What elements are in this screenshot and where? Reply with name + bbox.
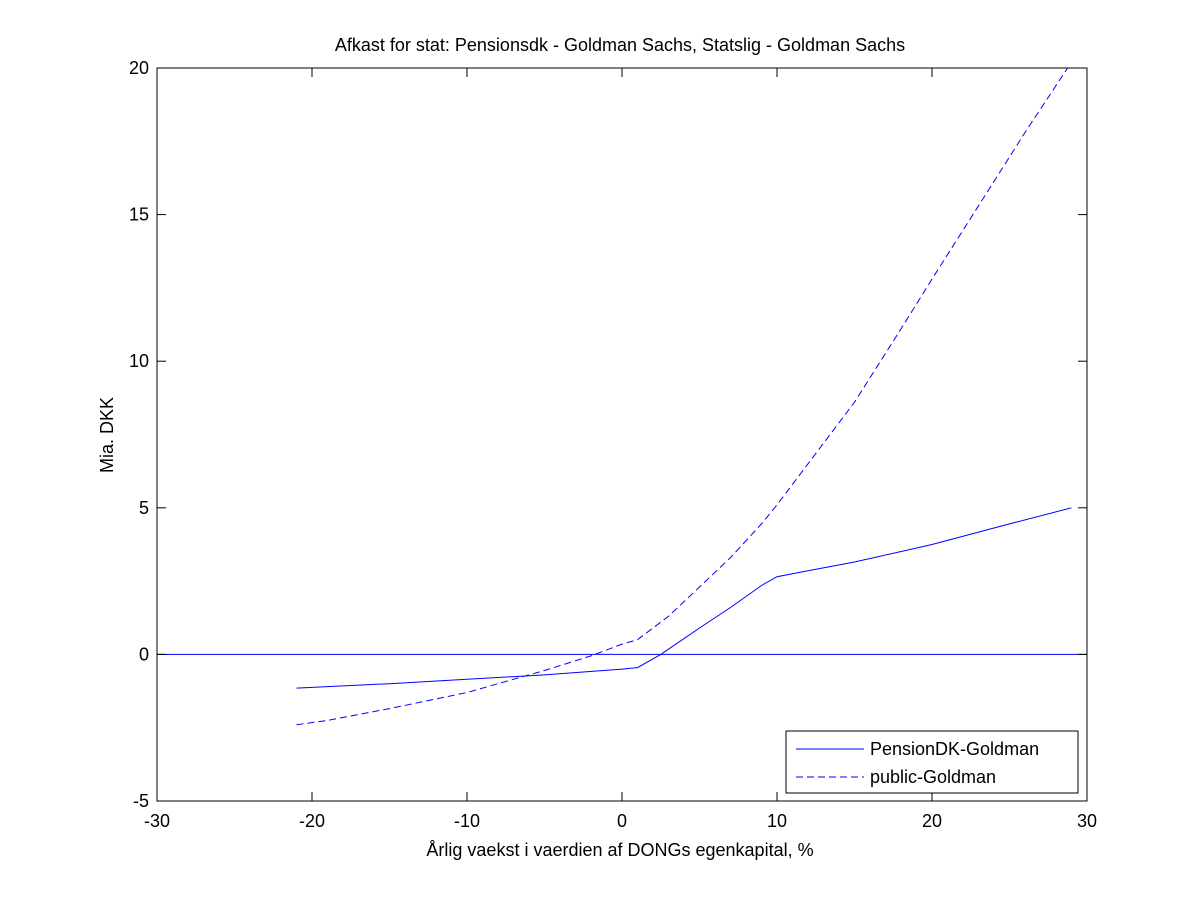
ticks-layer: -30 -20 -10 0 10 20 30 -5 0 5 10 15 20 — [129, 58, 1097, 831]
x-tick-label: 20 — [922, 811, 942, 831]
legend-entry-label: public-Goldman — [870, 767, 996, 787]
series-line-pensiondk-goldman — [296, 507, 1072, 689]
series-layer — [157, 68, 1087, 726]
legend-entry-label: PensionDK-Goldman — [870, 739, 1039, 759]
x-tick-label: 30 — [1077, 811, 1097, 831]
y-tick-label: -5 — [133, 791, 149, 811]
x-tick-label: 0 — [617, 811, 627, 831]
y-tick-label: 0 — [139, 644, 149, 664]
x-tick-label: -20 — [299, 811, 325, 831]
x-tick-label: -30 — [144, 811, 170, 831]
y-axis-label: Mia. DKK — [97, 397, 117, 473]
series-line-public-goldman — [296, 68, 1069, 726]
legend: PensionDK-Goldman public-Goldman — [785, 730, 1079, 794]
x-axis-label: Årlig vaekst i vaerdien af DONGs egenkap… — [426, 840, 813, 860]
x-tick-label: 10 — [767, 811, 787, 831]
y-tick-label: 10 — [129, 351, 149, 371]
y-tick-label: 20 — [129, 58, 149, 78]
legend-box — [785, 730, 1079, 794]
y-tick-label: 5 — [139, 498, 149, 518]
y-tick-label: 15 — [129, 205, 149, 225]
chart-title: Afkast for stat: Pensionsdk - Goldman Sa… — [335, 35, 905, 55]
x-tick-label: -10 — [454, 811, 480, 831]
